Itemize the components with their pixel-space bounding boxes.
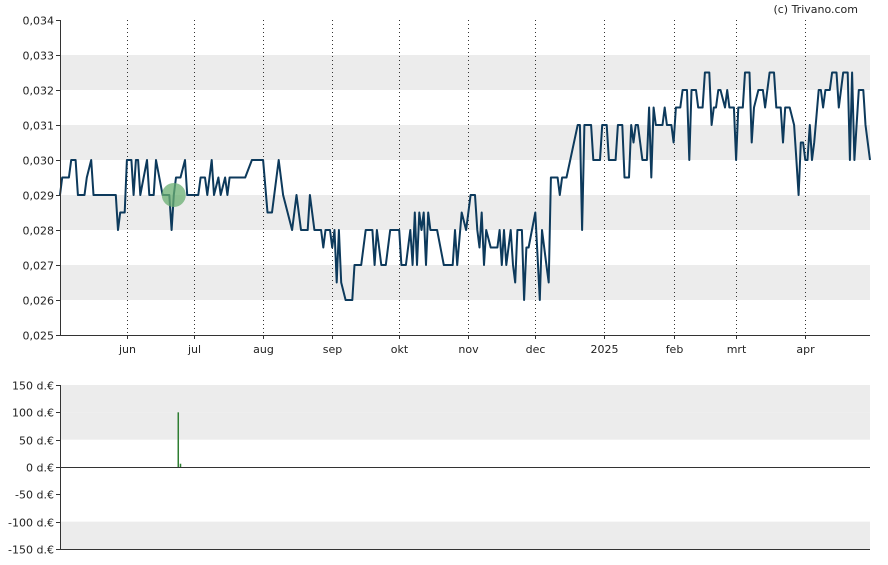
x-tick-label: sep [323,343,342,356]
y-tick-label: 0,031 [23,120,55,133]
x-tick-label: aug [253,343,274,356]
highlight-circle [161,183,186,207]
price-chart: 0,034 0,033 0,032 0,031 0,030 0,029 0,028 0,027… [23,15,871,356]
volume-y-ticks: 150 d.€ 100 d.€ 50 d.€ 0 d.€ -50 d.€ -100 d.€… [8,380,60,557]
y-tick-label: 100 d.€ [12,407,54,420]
x-tick-label: nov [458,343,479,356]
price-x-ticks: jun jul aug sep okt nov dec 2025 feb mrt apr [118,335,815,356]
volume-bar [177,412,180,467]
x-tick-label: jun [118,343,136,356]
y-tick-label: 0,032 [23,85,55,98]
volume-axes [60,385,870,550]
grid-band [60,521,870,549]
y-tick-label: 0 d.€ [26,462,54,475]
y-tick-label: 0,033 [23,50,55,63]
price-y-ticks: 0,034 0,033 0,032 0,031 0,030 0,029 0,028 0,027… [23,15,60,343]
y-tick-label: 50 d.€ [19,435,54,448]
y-tick-label: 0,025 [23,330,55,343]
y-tick-label: -100 d.€ [8,517,54,530]
y-tick-label: 0,030 [23,155,55,168]
grid-band [60,265,870,300]
volume-grid-bands [60,385,870,549]
x-tick-label: dec [526,343,546,356]
volume-bars [177,412,182,467]
y-tick-label: 150 d.€ [12,380,54,393]
grid-band [60,385,870,413]
y-tick-label: 0,028 [23,225,55,238]
y-tick-label: 0,034 [23,15,55,28]
y-tick-label: -150 d.€ [8,544,54,557]
copyright-text: (c) Trivano.com [773,3,858,16]
x-tick-label: apr [796,343,815,356]
volume-bar [179,463,182,467]
y-tick-label: 0,026 [23,295,55,308]
x-tick-label: mrt [727,343,747,356]
price-series [59,71,871,301]
grid-band [60,125,870,160]
y-tick-label: -50 d.€ [15,489,54,502]
y-tick-label: 0,027 [23,260,55,273]
y-tick-label: 0,029 [23,190,55,203]
price-vertical-gridlines [127,20,806,335]
x-tick-label: jul [187,343,201,356]
volume-chart: 150 d.€ 100 d.€ 50 d.€ 0 d.€ -50 d.€ -100 d.€… [8,380,870,557]
x-tick-label: okt [391,343,409,356]
highlight-marker [161,183,186,207]
x-tick-label: 2025 [591,343,619,356]
x-tick-label: feb [666,343,684,356]
grid-band [60,412,870,440]
price-line [59,71,871,301]
